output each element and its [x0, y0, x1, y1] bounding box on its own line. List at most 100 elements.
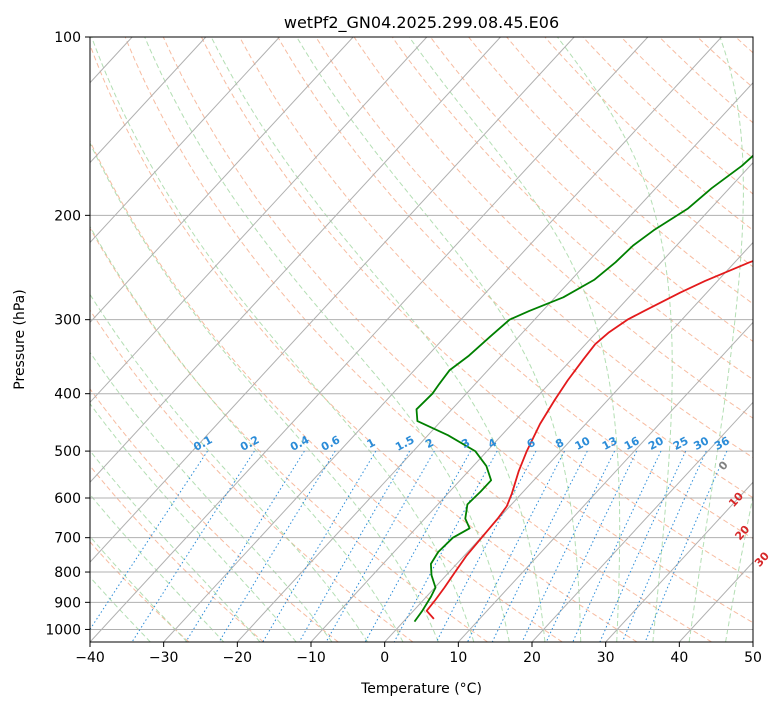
- moist-adiabat: [90, 402, 297, 642]
- isotherm: [0, 37, 58, 642]
- mixing-ratio-line: [572, 450, 662, 642]
- x-tick-label: 0: [380, 650, 389, 666]
- y-tick-label: 100: [54, 30, 81, 46]
- mixing-ratio-label: 30: [691, 434, 711, 453]
- moist-adiabat-label: 40: [772, 575, 775, 595]
- mixing-ratio-label: 6: [525, 436, 538, 451]
- isotherm: [531, 401, 753, 642]
- dry-adiabat: [162, 37, 753, 624]
- y-tick-label: 600: [54, 491, 81, 507]
- dry-adiabat: [277, 37, 753, 499]
- mixing-ratio-line: [599, 450, 687, 642]
- isotherm: [236, 81, 753, 642]
- dry-adiabat: [315, 37, 753, 459]
- temperature-trace: [425, 260, 753, 620]
- dry-adiabat: [506, 37, 753, 268]
- mixing-ratio-label: 20: [646, 434, 666, 453]
- dry-adiabat: [468, 37, 753, 305]
- y-tick-label: 300: [54, 313, 81, 329]
- isotherm: [90, 37, 428, 404]
- dry-adiabat: [620, 37, 753, 159]
- axes-layer: −40 −30 −20 −10 0 10 20 30 40 5010020030040050060…: [45, 30, 762, 666]
- y-tick-label: 800: [54, 565, 81, 581]
- plot-frame: [89, 36, 754, 643]
- moist-adiabat: [90, 449, 261, 642]
- y-tick-label: 400: [54, 387, 81, 403]
- mixing-ratio-label: 25: [671, 434, 691, 453]
- moist-adiabat: [725, 494, 753, 642]
- y-tick-label: 900: [54, 595, 81, 611]
- mixing-ratio-line: [131, 450, 255, 642]
- x-tick-label: 20: [523, 650, 541, 666]
- mixing-ratio-line: [621, 450, 707, 642]
- isotherm: [90, 37, 280, 244]
- y-tick-label: 1000: [45, 622, 81, 638]
- dry-adiabat: [201, 37, 753, 581]
- dewpoint-trace: [413, 154, 753, 623]
- x-tick-label: −10: [296, 650, 326, 666]
- mixing-ratio-line: [644, 450, 728, 642]
- dry-adiabat: [582, 37, 753, 195]
- chart-title: wetPf2_GN04.2025.299.08.45.E06: [284, 13, 559, 33]
- isotherm: [90, 37, 354, 324]
- x-tick-label: −30: [149, 650, 179, 666]
- moist-adiabat-label: 20: [732, 523, 752, 543]
- moist-adiabat-label: 30: [752, 549, 772, 569]
- mixing-ratio-line: [393, 450, 498, 642]
- mixing-ratio-line: [364, 450, 472, 642]
- grid-layer: [0, 37, 753, 642]
- dry-adiabat: [430, 37, 753, 343]
- y-tick-label: 700: [54, 531, 81, 547]
- mixing-ratio-label: 1: [365, 436, 378, 451]
- moist-adiabat: [296, 37, 582, 642]
- y-tick-label: 200: [54, 208, 81, 224]
- dry-adiabat: [239, 37, 753, 540]
- isotherm: [90, 37, 501, 483]
- mixing-ratio-label: 13: [600, 434, 620, 453]
- mixing-ratio-line: [545, 450, 638, 642]
- mixing-ratio-line: [185, 450, 305, 642]
- mixing-ratio-line: [90, 450, 208, 631]
- dry-adiabat: [124, 37, 712, 642]
- y-axis-label: Pressure (hPa): [12, 289, 28, 389]
- mixing-ratio-label: 10: [573, 434, 593, 453]
- x-tick-label: 10: [449, 650, 467, 666]
- moist-adiabat: [90, 225, 404, 642]
- dry-adiabat: [735, 37, 753, 54]
- isotherm: [605, 481, 753, 642]
- moist-adiabat: [91, 37, 475, 642]
- x-tick-label: −40: [75, 650, 105, 666]
- moist-adiabat: [90, 535, 188, 642]
- dry-adiabat: [90, 43, 638, 642]
- mixing-ratio-label: 2: [423, 436, 436, 451]
- mixing-ratio-line: [325, 450, 435, 642]
- mixing-ratio-line: [262, 450, 377, 642]
- mixing-ratio-line: [435, 450, 537, 642]
- moist-adiabat: [408, 37, 621, 642]
- mixing-ratio-line: [218, 450, 336, 642]
- mixing-ratio-line: [491, 450, 588, 642]
- isotherm: [457, 321, 753, 642]
- moist-adiabat: [90, 493, 225, 642]
- dry-adiabat: [90, 388, 339, 642]
- dry-adiabat: [90, 541, 190, 642]
- moist-adiabat: [557, 37, 673, 642]
- y-tick-label: 500: [54, 444, 81, 460]
- mixing-ratio-line: [521, 450, 616, 642]
- moist-adiabat-label: 0: [716, 458, 731, 473]
- isotherm: [163, 37, 722, 642]
- x-tick-label: 40: [670, 650, 688, 666]
- moist-adiabat: [144, 37, 510, 642]
- moist-adiabat: [210, 37, 546, 642]
- moist-adiabat: [90, 576, 151, 642]
- moist-adiabat: [90, 142, 439, 642]
- mixing-ratio-label: 16: [622, 434, 642, 453]
- mixing-ratio-label: 8: [553, 436, 566, 451]
- isotherm: [90, 37, 575, 563]
- moist-adiabat: [90, 351, 333, 642]
- dry-adiabat: [90, 140, 563, 642]
- mixing-ratio-label: 36: [712, 434, 732, 453]
- moist-adiabat: [90, 293, 369, 642]
- x-tick-label: −20: [223, 650, 253, 666]
